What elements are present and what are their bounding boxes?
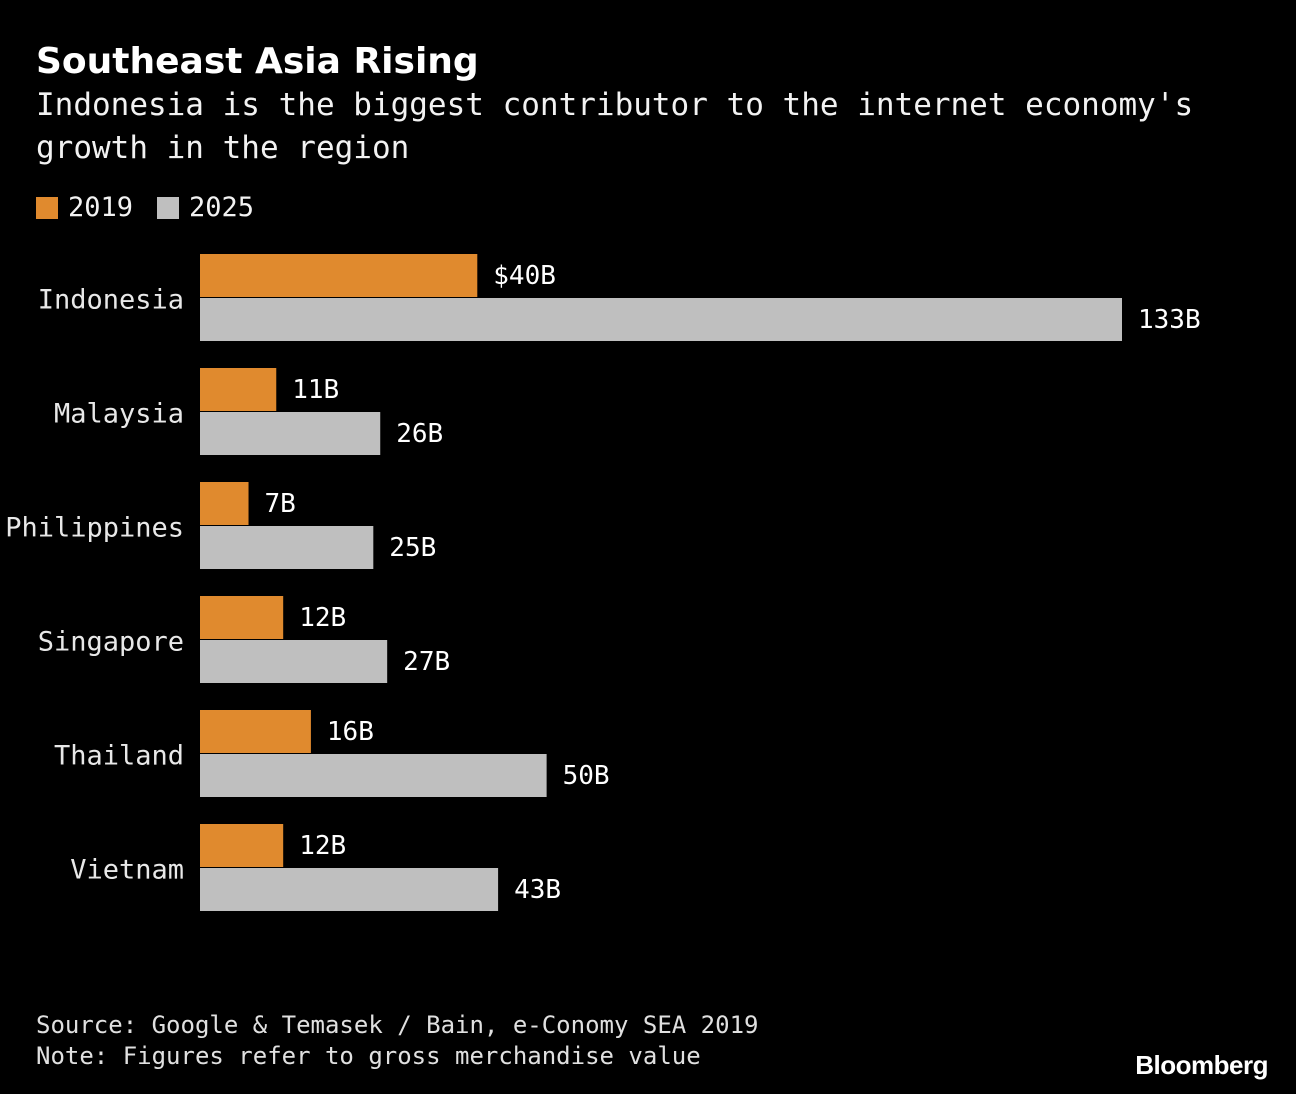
bar-vietnam-2019 bbox=[200, 824, 284, 867]
bar-thailand-2019 bbox=[200, 710, 311, 753]
category-label-philippines: Philippines bbox=[5, 513, 184, 544]
category-label-thailand: Thailand bbox=[54, 741, 184, 772]
category-label-singapore: Singapore bbox=[38, 627, 184, 658]
bar-singapore-2025 bbox=[200, 640, 388, 683]
chart-title: Southeast Asia Rising bbox=[36, 41, 479, 82]
legend-label-2025: 2025 bbox=[189, 192, 255, 223]
category-label-indonesia: Indonesia bbox=[38, 285, 184, 316]
source-note: Source: Google & Temasek / Bain, e-Conom… bbox=[36, 1011, 759, 1039]
chart-subtitle: Indonesia is the biggest contributor to … bbox=[36, 87, 1194, 166]
category-label-malaysia: Malaysia bbox=[54, 399, 184, 430]
bar-indonesia-2019 bbox=[200, 254, 478, 297]
value-label-malaysia-2019: 11B bbox=[292, 375, 339, 405]
value-label-thailand-2025: 50B bbox=[563, 761, 610, 791]
legend-item-2019: 2019 bbox=[36, 192, 133, 223]
bar-thailand-2025 bbox=[200, 754, 547, 797]
bar-malaysia-2019 bbox=[200, 368, 277, 411]
value-label-malaysia-2025: 26B bbox=[396, 419, 443, 449]
footnote: Note: Figures refer to gross merchandise… bbox=[36, 1042, 701, 1070]
value-label-philippines-2025: 25B bbox=[389, 533, 436, 563]
value-label-vietnam-2019: 12B bbox=[299, 831, 346, 861]
value-label-philippines-2019: 7B bbox=[265, 489, 296, 519]
bar-indonesia-2025 bbox=[200, 298, 1122, 341]
bar-vietnam-2025 bbox=[200, 868, 499, 911]
value-label-indonesia-2025: 133B bbox=[1138, 305, 1201, 335]
bar-malaysia-2025 bbox=[200, 412, 381, 455]
legend-swatch-2025 bbox=[157, 196, 180, 219]
value-label-thailand-2019: 16B bbox=[327, 717, 374, 747]
value-label-singapore-2019: 12B bbox=[299, 603, 346, 633]
bar-philippines-2019 bbox=[200, 482, 249, 525]
legend: 2019 2025 bbox=[36, 192, 278, 223]
value-label-singapore-2025: 27B bbox=[403, 647, 450, 677]
legend-label-2019: 2019 bbox=[68, 192, 134, 223]
category-label-vietnam: Vietnam bbox=[70, 855, 184, 886]
bar-singapore-2019 bbox=[200, 596, 284, 639]
bar-philippines-2025 bbox=[200, 526, 374, 569]
value-label-indonesia-2019: $40B bbox=[493, 261, 556, 291]
legend-item-2025: 2025 bbox=[157, 192, 254, 223]
footer: Source: Google & Temasek / Bain, e-Conom… bbox=[36, 1010, 758, 1072]
value-label-vietnam-2025: 43B bbox=[514, 875, 561, 905]
brand-logo: Bloomberg bbox=[1135, 1050, 1268, 1080]
legend-swatch-2019 bbox=[36, 196, 58, 219]
